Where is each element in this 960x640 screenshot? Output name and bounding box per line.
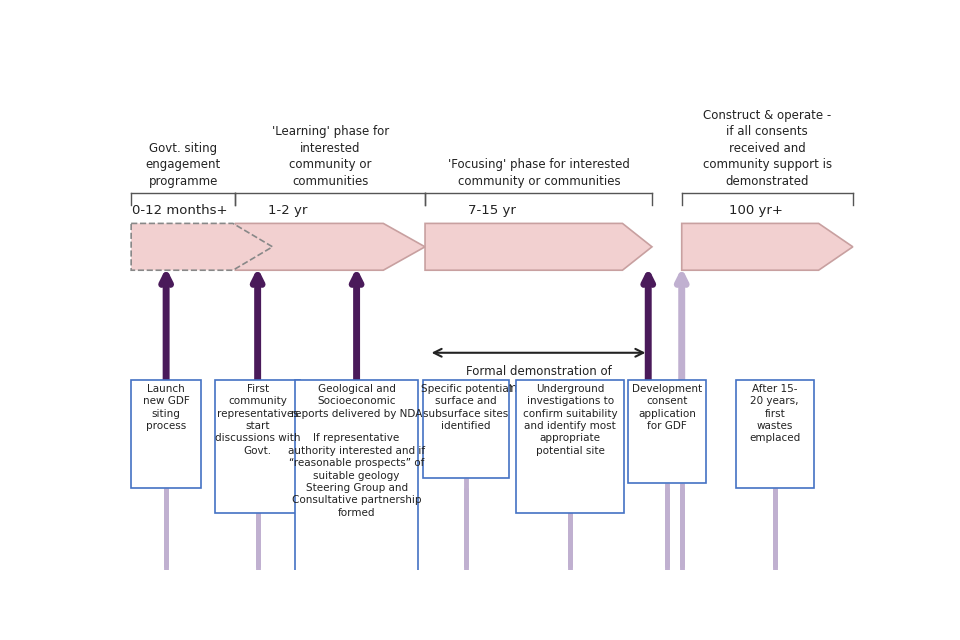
Polygon shape xyxy=(682,223,852,270)
FancyBboxPatch shape xyxy=(296,380,418,592)
Text: 1-2 yr: 1-2 yr xyxy=(268,204,307,217)
FancyBboxPatch shape xyxy=(215,380,300,513)
Text: 'Learning' phase for
interested
community or
communities: 'Learning' phase for interested communit… xyxy=(272,125,389,188)
Text: Development
consent
application
for GDF: Development consent application for GDF xyxy=(632,384,702,431)
Text: 7-15 yr: 7-15 yr xyxy=(468,204,516,217)
Text: Formal demonstration of
community support: Formal demonstration of community suppor… xyxy=(466,365,612,395)
Text: 100 yr+: 100 yr+ xyxy=(730,204,783,217)
Polygon shape xyxy=(132,223,273,270)
FancyBboxPatch shape xyxy=(423,380,509,479)
Polygon shape xyxy=(425,223,652,270)
Text: 0-12 months+: 0-12 months+ xyxy=(132,204,228,217)
Text: Specific potential
surface and
subsurface sites
identified: Specific potential surface and subsurfac… xyxy=(420,384,512,431)
Text: 'Focusing' phase for interested
community or communities: 'Focusing' phase for interested communit… xyxy=(448,158,630,188)
Text: Underground
investigations to
confirm suitability
and identify most
appropriate
: Underground investigations to confirm su… xyxy=(523,384,617,456)
Text: Govt. siting
engagement
programme: Govt. siting engagement programme xyxy=(146,141,221,188)
FancyBboxPatch shape xyxy=(131,380,202,488)
Text: After 15-
20 years,
first
wastes
emplaced: After 15- 20 years, first wastes emplace… xyxy=(749,384,801,444)
Polygon shape xyxy=(235,223,425,270)
Text: Geological and
Socioeconomic
reports delivered by NDA

If representative
authori: Geological and Socioeconomic reports del… xyxy=(288,384,425,518)
Text: Launch
new GDF
siting
process: Launch new GDF siting process xyxy=(143,384,189,431)
FancyBboxPatch shape xyxy=(735,380,814,488)
Text: Construct & operate -
if all consents
received and
community support is
demonstr: Construct & operate - if all consents re… xyxy=(703,109,832,188)
FancyBboxPatch shape xyxy=(628,380,706,483)
FancyBboxPatch shape xyxy=(516,380,624,513)
Text: First
community
representatives
start
discussions with
Govt.: First community representatives start di… xyxy=(215,384,300,456)
